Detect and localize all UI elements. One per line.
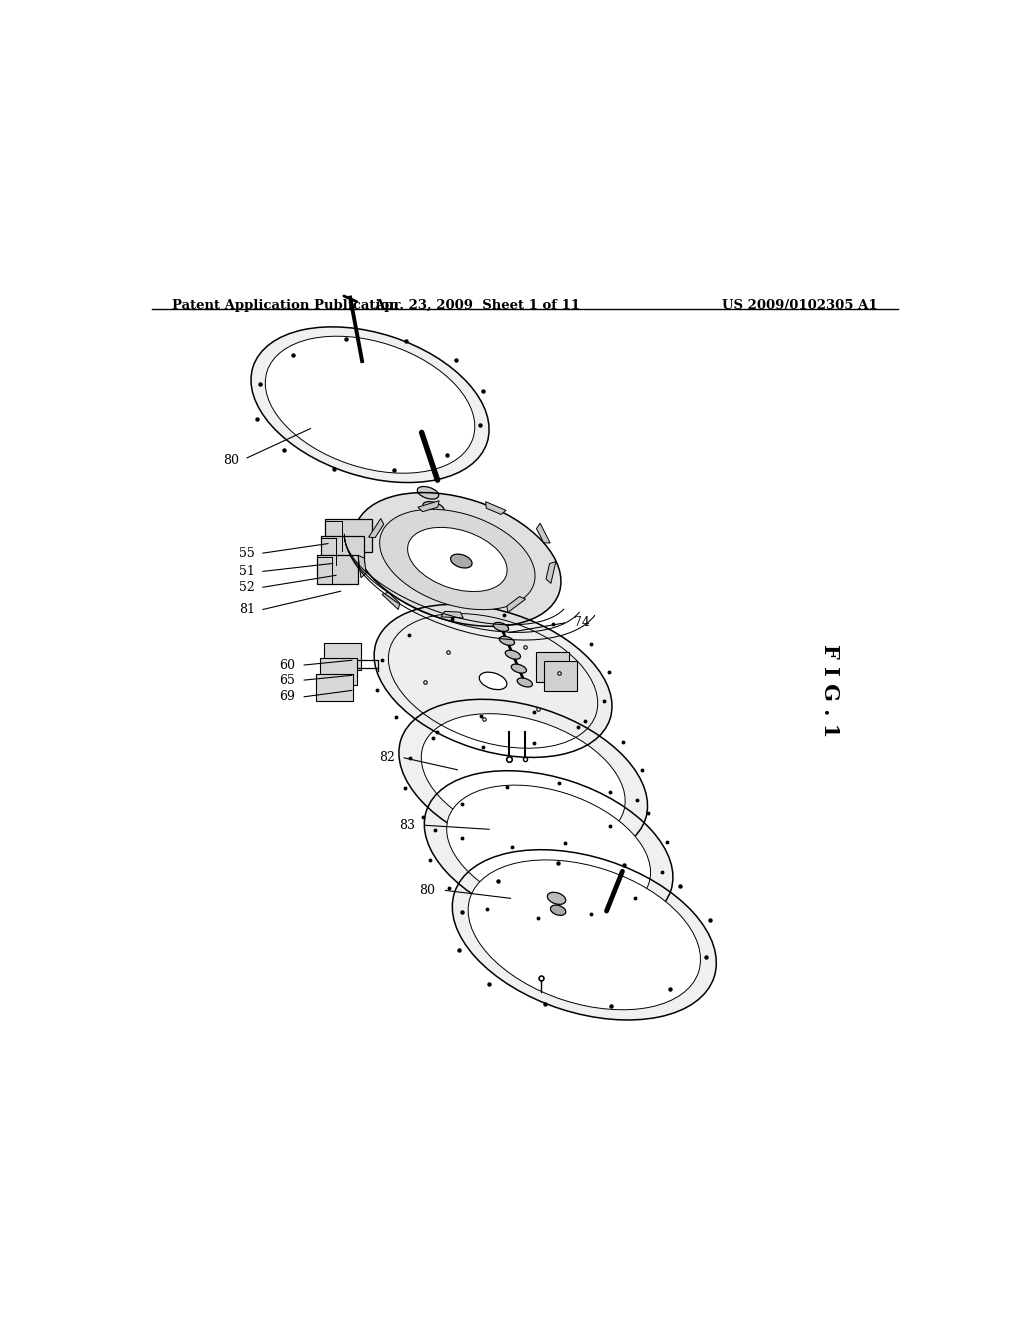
- Ellipse shape: [547, 892, 566, 904]
- Ellipse shape: [399, 700, 647, 859]
- Text: 52: 52: [240, 581, 255, 594]
- FancyBboxPatch shape: [316, 673, 353, 701]
- Polygon shape: [358, 556, 367, 578]
- Ellipse shape: [428, 516, 449, 528]
- FancyBboxPatch shape: [321, 657, 357, 685]
- Text: 60: 60: [279, 659, 295, 672]
- Ellipse shape: [453, 850, 717, 1020]
- Text: 82: 82: [379, 751, 394, 764]
- FancyBboxPatch shape: [544, 661, 578, 692]
- Ellipse shape: [446, 785, 650, 916]
- Text: 74: 74: [574, 616, 590, 630]
- Polygon shape: [537, 523, 550, 543]
- Text: 65: 65: [279, 673, 295, 686]
- Text: 83: 83: [399, 818, 416, 832]
- Ellipse shape: [374, 605, 612, 758]
- Ellipse shape: [517, 678, 532, 686]
- Polygon shape: [485, 502, 506, 515]
- Polygon shape: [546, 562, 556, 583]
- Text: Apr. 23, 2009  Sheet 1 of 11: Apr. 23, 2009 Sheet 1 of 11: [374, 300, 581, 312]
- Ellipse shape: [353, 492, 561, 627]
- Text: Patent Application Publication: Patent Application Publication: [172, 300, 398, 312]
- Text: 80: 80: [223, 454, 240, 467]
- Ellipse shape: [468, 859, 700, 1010]
- Polygon shape: [382, 593, 399, 610]
- Text: 80: 80: [419, 884, 435, 896]
- Ellipse shape: [421, 714, 626, 845]
- Ellipse shape: [494, 623, 509, 631]
- FancyBboxPatch shape: [536, 652, 569, 681]
- Text: US 2009/0102305 A1: US 2009/0102305 A1: [722, 300, 878, 312]
- Ellipse shape: [479, 672, 507, 689]
- FancyBboxPatch shape: [324, 643, 361, 669]
- Ellipse shape: [424, 771, 673, 931]
- Ellipse shape: [417, 487, 438, 499]
- Polygon shape: [369, 519, 384, 537]
- Text: 81: 81: [239, 603, 255, 616]
- Polygon shape: [418, 500, 439, 512]
- Ellipse shape: [505, 651, 520, 659]
- Text: F I G . 1: F I G . 1: [820, 644, 841, 737]
- Polygon shape: [441, 611, 463, 618]
- Ellipse shape: [423, 502, 444, 515]
- Text: 69: 69: [279, 690, 295, 704]
- Text: 55: 55: [240, 546, 255, 560]
- Ellipse shape: [408, 528, 507, 591]
- Ellipse shape: [432, 531, 454, 543]
- Polygon shape: [507, 597, 525, 612]
- Ellipse shape: [251, 327, 489, 483]
- FancyBboxPatch shape: [325, 519, 372, 552]
- Ellipse shape: [265, 337, 475, 473]
- FancyBboxPatch shape: [316, 556, 358, 585]
- Ellipse shape: [380, 510, 536, 610]
- FancyBboxPatch shape: [321, 536, 364, 568]
- Ellipse shape: [511, 664, 526, 673]
- Ellipse shape: [551, 906, 566, 915]
- Ellipse shape: [500, 636, 515, 645]
- Ellipse shape: [451, 554, 472, 568]
- Text: 51: 51: [239, 565, 255, 578]
